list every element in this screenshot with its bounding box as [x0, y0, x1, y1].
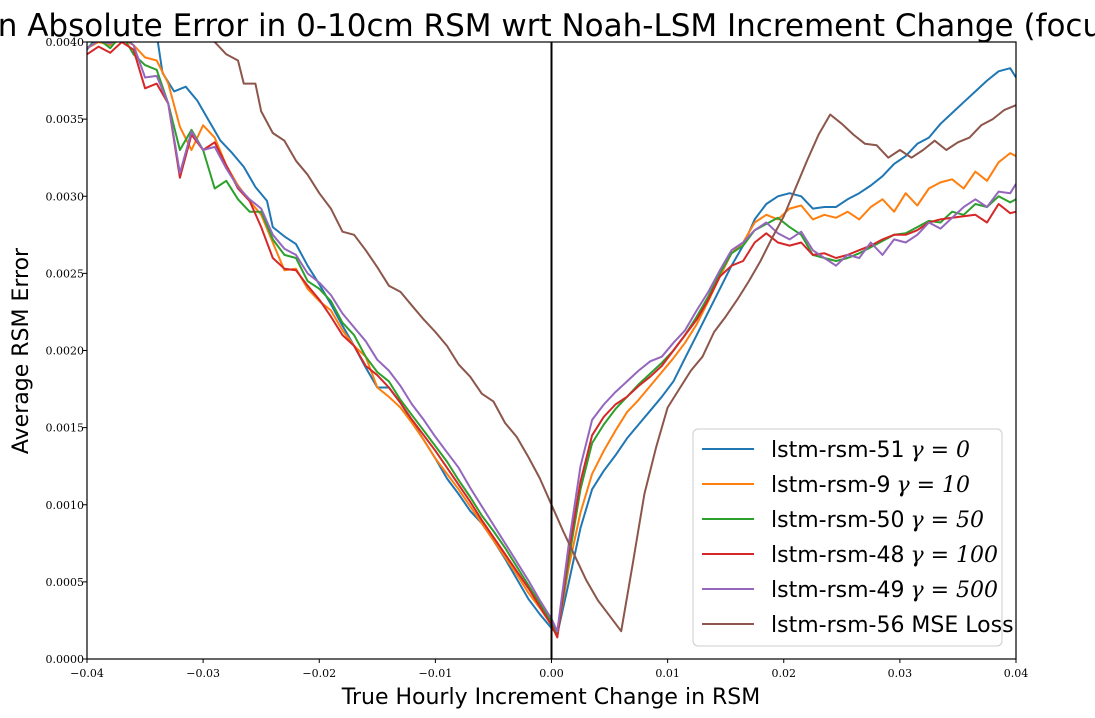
x-tick-label: −0.03: [186, 667, 220, 680]
legend-label: lstm-rsm-49 γ = 500: [771, 578, 998, 603]
legend-label: lstm-rsm-50 γ = 50: [771, 508, 984, 533]
x-tick-label: −0.02: [302, 667, 336, 680]
y-axis-label: Average RSM Error: [9, 247, 34, 454]
x-tick-label: −0.04: [70, 667, 104, 680]
y-tick-label: 0.0015: [46, 422, 85, 435]
x-tick-label: 0.00: [539, 667, 564, 680]
legend-label: lstm-rsm-48 γ = 100: [771, 543, 998, 568]
y-tick-label: 0.0020: [46, 345, 85, 358]
y-tick-label: 0.0000: [46, 653, 85, 666]
legend: lstm-rsm-51 γ = 0 lstm-rsm-9 γ = 10 lstm-rsm…: [692, 428, 1014, 647]
x-tick-label: 0.01: [655, 667, 680, 680]
series-line-3: [87, 42, 1016, 639]
x-tick-label: 0.02: [772, 667, 797, 680]
series-line-5: [212, 42, 1016, 633]
y-axis: 0.0000 0.0005 0.0010 0.0015 0.0020 0.0025 0.00…: [46, 36, 87, 666]
legend-box: [692, 428, 1003, 647]
legend-gamma-label: γ = 100: [910, 543, 998, 568]
y-tick-label: 0.0025: [46, 267, 85, 280]
legend-label: lstm-rsm-51 γ = 0: [771, 438, 970, 463]
legend-gamma-label: γ = 500: [910, 578, 998, 603]
legend-gamma-label: γ = 10: [896, 473, 970, 498]
y-tick-label: 0.0010: [46, 499, 85, 512]
series-layer: [87, 42, 1016, 639]
y-tick-label: 0.0040: [46, 36, 85, 49]
legend-gamma-label: γ = 0: [910, 438, 970, 463]
y-tick-label: 0.0035: [46, 113, 85, 126]
x-axis: −0.04 −0.03 −0.02 −0.01 0.00 0.01 0.02 0.03 0.04: [70, 659, 1028, 680]
legend-label: lstm-rsm-56 MSE Loss: [771, 613, 1014, 638]
legend-gamma-label: γ = 50: [910, 508, 984, 533]
legend-label: lstm-rsm-9 γ = 10: [771, 473, 970, 498]
x-axis-label: True Hourly Increment Change in RSM: [341, 685, 761, 710]
y-tick-label: 0.0005: [46, 576, 85, 589]
series-line-4: [87, 42, 1016, 633]
chart-title: Mean Absolute Error in 0-10cm RSM wrt No…: [0, 8, 1095, 44]
y-tick-label: 0.0030: [46, 190, 85, 203]
x-tick-label: 0.04: [1004, 667, 1029, 680]
x-tick-label: 0.03: [888, 667, 913, 680]
x-tick-label: −0.01: [419, 667, 453, 680]
